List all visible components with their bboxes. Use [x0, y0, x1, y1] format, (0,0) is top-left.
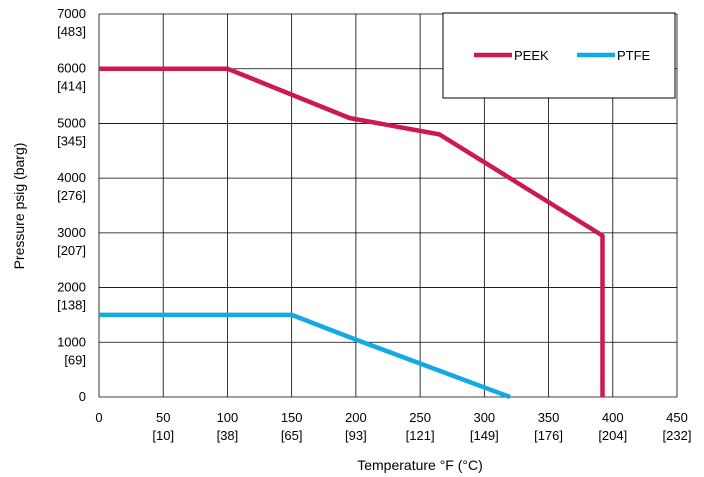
y-axis-ticks: 0 1000 [69] 2000 [138] 3000 [207] 4000 [276] 5000…	[57, 6, 86, 404]
x-tick-sublabel-6: [149]	[470, 428, 499, 443]
x-tick-label-6: 300	[473, 410, 495, 425]
y-tick-label-7: 7000	[57, 6, 86, 21]
x-tick-label-2: 100	[217, 410, 239, 425]
y-tick-label-1: 1000	[57, 334, 86, 349]
y-tick-label-0: 0	[79, 389, 86, 404]
x-tick-sublabel-9: [232]	[663, 428, 692, 443]
x-axis-ticks: 0 50 [10] 100 [38] 150 [65] 200 [93] 250 [121] 300 […	[95, 410, 691, 443]
y-tick-sublabel-2: [138]	[57, 298, 86, 313]
x-tick-label-0: 0	[95, 410, 102, 425]
x-tick-sublabel-1: [10]	[152, 428, 174, 443]
series-line-ptfe	[99, 312, 511, 400]
x-tick-label-9: 450	[666, 410, 688, 425]
y-tick-label-2: 2000	[57, 280, 86, 295]
series-line-peek	[99, 66, 605, 397]
series-layer	[99, 66, 605, 400]
x-tick-sublabel-5: [121]	[406, 428, 435, 443]
legend-label-ptfe: PTFE	[617, 48, 651, 63]
x-tick-sublabel-8: [204]	[598, 428, 627, 443]
y-tick-label-6: 6000	[57, 61, 86, 76]
y-tick-label-3: 3000	[57, 225, 86, 240]
x-axis-label: Temperature °F (°C)	[357, 457, 483, 473]
legend: PEEK PTFE	[442, 12, 676, 99]
x-tick-label-4: 200	[345, 410, 367, 425]
x-tick-sublabel-3: [65]	[281, 428, 303, 443]
x-tick-sublabel-2: [38]	[217, 428, 239, 443]
y-tick-label-4: 4000	[57, 170, 86, 185]
y-tick-sublabel-7: [483]	[57, 24, 86, 39]
y-tick-sublabel-5: [345]	[57, 133, 86, 148]
x-tick-sublabel-7: [176]	[534, 428, 563, 443]
legend-label-peek: PEEK	[514, 48, 549, 63]
y-axis-label: Pressure psig (barg)	[11, 143, 27, 270]
x-tick-label-1: 50	[156, 410, 170, 425]
y-tick-sublabel-3: [207]	[57, 243, 86, 258]
x-tick-label-3: 150	[281, 410, 303, 425]
x-tick-label-8: 400	[602, 410, 624, 425]
y-tick-sublabel-6: [414]	[57, 79, 86, 94]
y-tick-label-5: 5000	[57, 115, 86, 130]
x-tick-sublabel-4: [93]	[345, 428, 367, 443]
x-tick-label-7: 350	[538, 410, 560, 425]
x-tick-label-5: 250	[409, 410, 431, 425]
y-tick-sublabel-4: [276]	[57, 188, 86, 203]
y-tick-sublabel-1: [69]	[64, 352, 86, 367]
